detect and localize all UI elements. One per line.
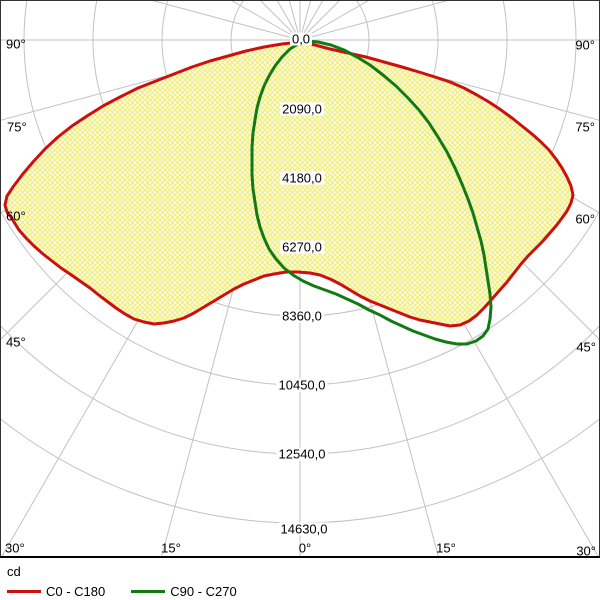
- angle-label-right-60: 60°: [575, 211, 595, 227]
- legend: C0 - C180 C90 - C270: [7, 584, 263, 599]
- legend-area: cd C0 - C180 C90 - C270: [0, 558, 600, 600]
- angle-label-left-45: 45°: [6, 334, 26, 350]
- angle-label-right-30: 30°: [576, 543, 596, 559]
- legend-swatch-green: [131, 590, 166, 593]
- angle-label-right-45: 45°: [576, 339, 596, 355]
- angle-label-left-30: 30°: [5, 540, 25, 556]
- legend-label-c90-c270: C90 - C270: [170, 584, 237, 599]
- angle-label-bottom-15r: 15°: [436, 540, 456, 556]
- ring-label-2090: 2090,0: [280, 101, 324, 117]
- angle-label-left-90: 90°: [6, 36, 26, 52]
- ring-label-4180: 4180,0: [280, 170, 324, 186]
- c90-c270-curve: [250, 39, 493, 346]
- ring-label-14630: 14630,0: [278, 521, 330, 537]
- ring-label-10450: 10450,0: [276, 377, 328, 393]
- polar-plot-area: 0,0 2090,0 4180,0 6270,0 8360,0 10450,0 …: [0, 0, 600, 558]
- legend-item-c90-c270: C90 - C270: [131, 584, 237, 599]
- legend-swatch-red: [7, 590, 41, 593]
- angle-label-bottom-0: 0°: [298, 540, 312, 556]
- angle-label-right-90: 90°: [575, 37, 595, 53]
- angle-label-left-60: 60°: [6, 208, 26, 224]
- ring-label-0: 0,0: [289, 31, 313, 47]
- legend-item-c0-c180: C0 - C180: [7, 584, 105, 599]
- polar-chart-svg: [0, 0, 600, 558]
- ring-label-8360: 8360,0: [280, 308, 324, 324]
- legend-label-c0-c180: C0 - C180: [46, 584, 106, 599]
- ring-label-6270: 6270,0: [280, 239, 324, 255]
- angle-label-right-75: 75°: [575, 119, 595, 135]
- angle-label-bottom-15l: 15°: [161, 540, 181, 556]
- ring-label-12540: 12540,0: [276, 446, 328, 462]
- angle-label-left-75: 75°: [7, 119, 27, 135]
- unit-label: cd: [7, 564, 21, 579]
